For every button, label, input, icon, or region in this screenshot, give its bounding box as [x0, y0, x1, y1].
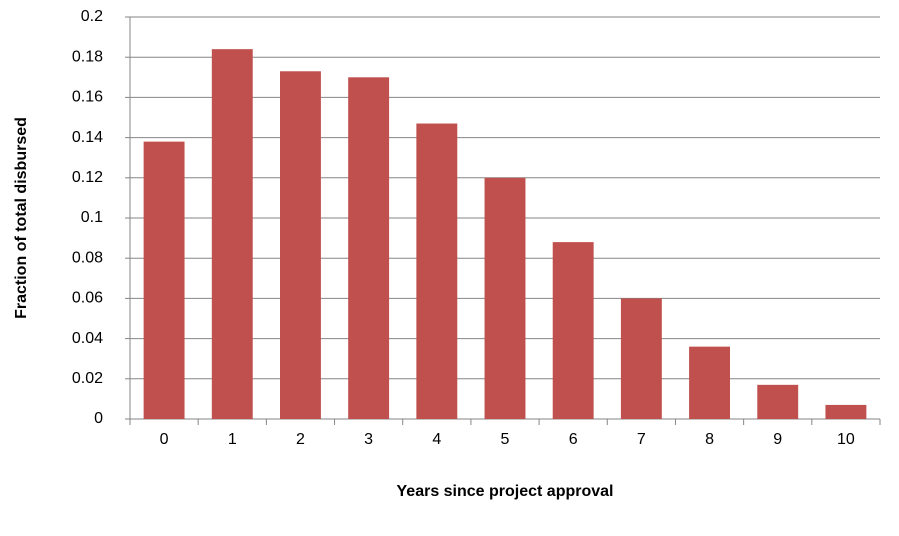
x-axis-title: Years since project approval: [397, 483, 614, 500]
y-tick-label: 0.06: [72, 290, 103, 307]
bar: [825, 404, 867, 419]
y-tick-label: 0.18: [72, 48, 103, 65]
y-tick-label: 0: [94, 410, 103, 427]
x-tick-label: 2: [296, 431, 305, 448]
bar: [280, 71, 321, 420]
bar: [211, 49, 253, 419]
y-tick-label: 0.12: [72, 169, 103, 186]
y-tick-label: 0.08: [72, 249, 103, 266]
y-axis-title: Fraction of total disbursed: [13, 117, 30, 319]
x-tick-label: 6: [569, 431, 578, 448]
bar: [416, 123, 458, 419]
y-tick-label: 0.04: [72, 330, 103, 347]
y-tick-label: 0.2: [81, 8, 103, 25]
x-tick-label: 4: [432, 431, 441, 448]
x-tick-label: 10: [837, 431, 855, 448]
x-tick-label: 3: [364, 431, 373, 448]
x-tick-label: 1: [228, 431, 237, 448]
y-tick-label: 0.1: [81, 209, 103, 226]
bar: [484, 177, 526, 419]
x-tick-label: 9: [773, 431, 782, 448]
x-tick-label: 0: [160, 431, 169, 448]
x-tick-label: 5: [501, 431, 510, 448]
x-tick-label: 7: [637, 431, 646, 448]
bar: [348, 77, 390, 420]
bar: [757, 384, 799, 419]
y-tick-label: 0.02: [72, 370, 103, 387]
bar: [552, 242, 594, 419]
bar: [689, 346, 730, 419]
y-tick-label: 0.16: [72, 89, 103, 106]
bar: [143, 141, 185, 419]
x-tick-label: 8: [705, 431, 714, 448]
bar: [620, 298, 662, 419]
y-tick-label: 0.14: [72, 129, 103, 146]
